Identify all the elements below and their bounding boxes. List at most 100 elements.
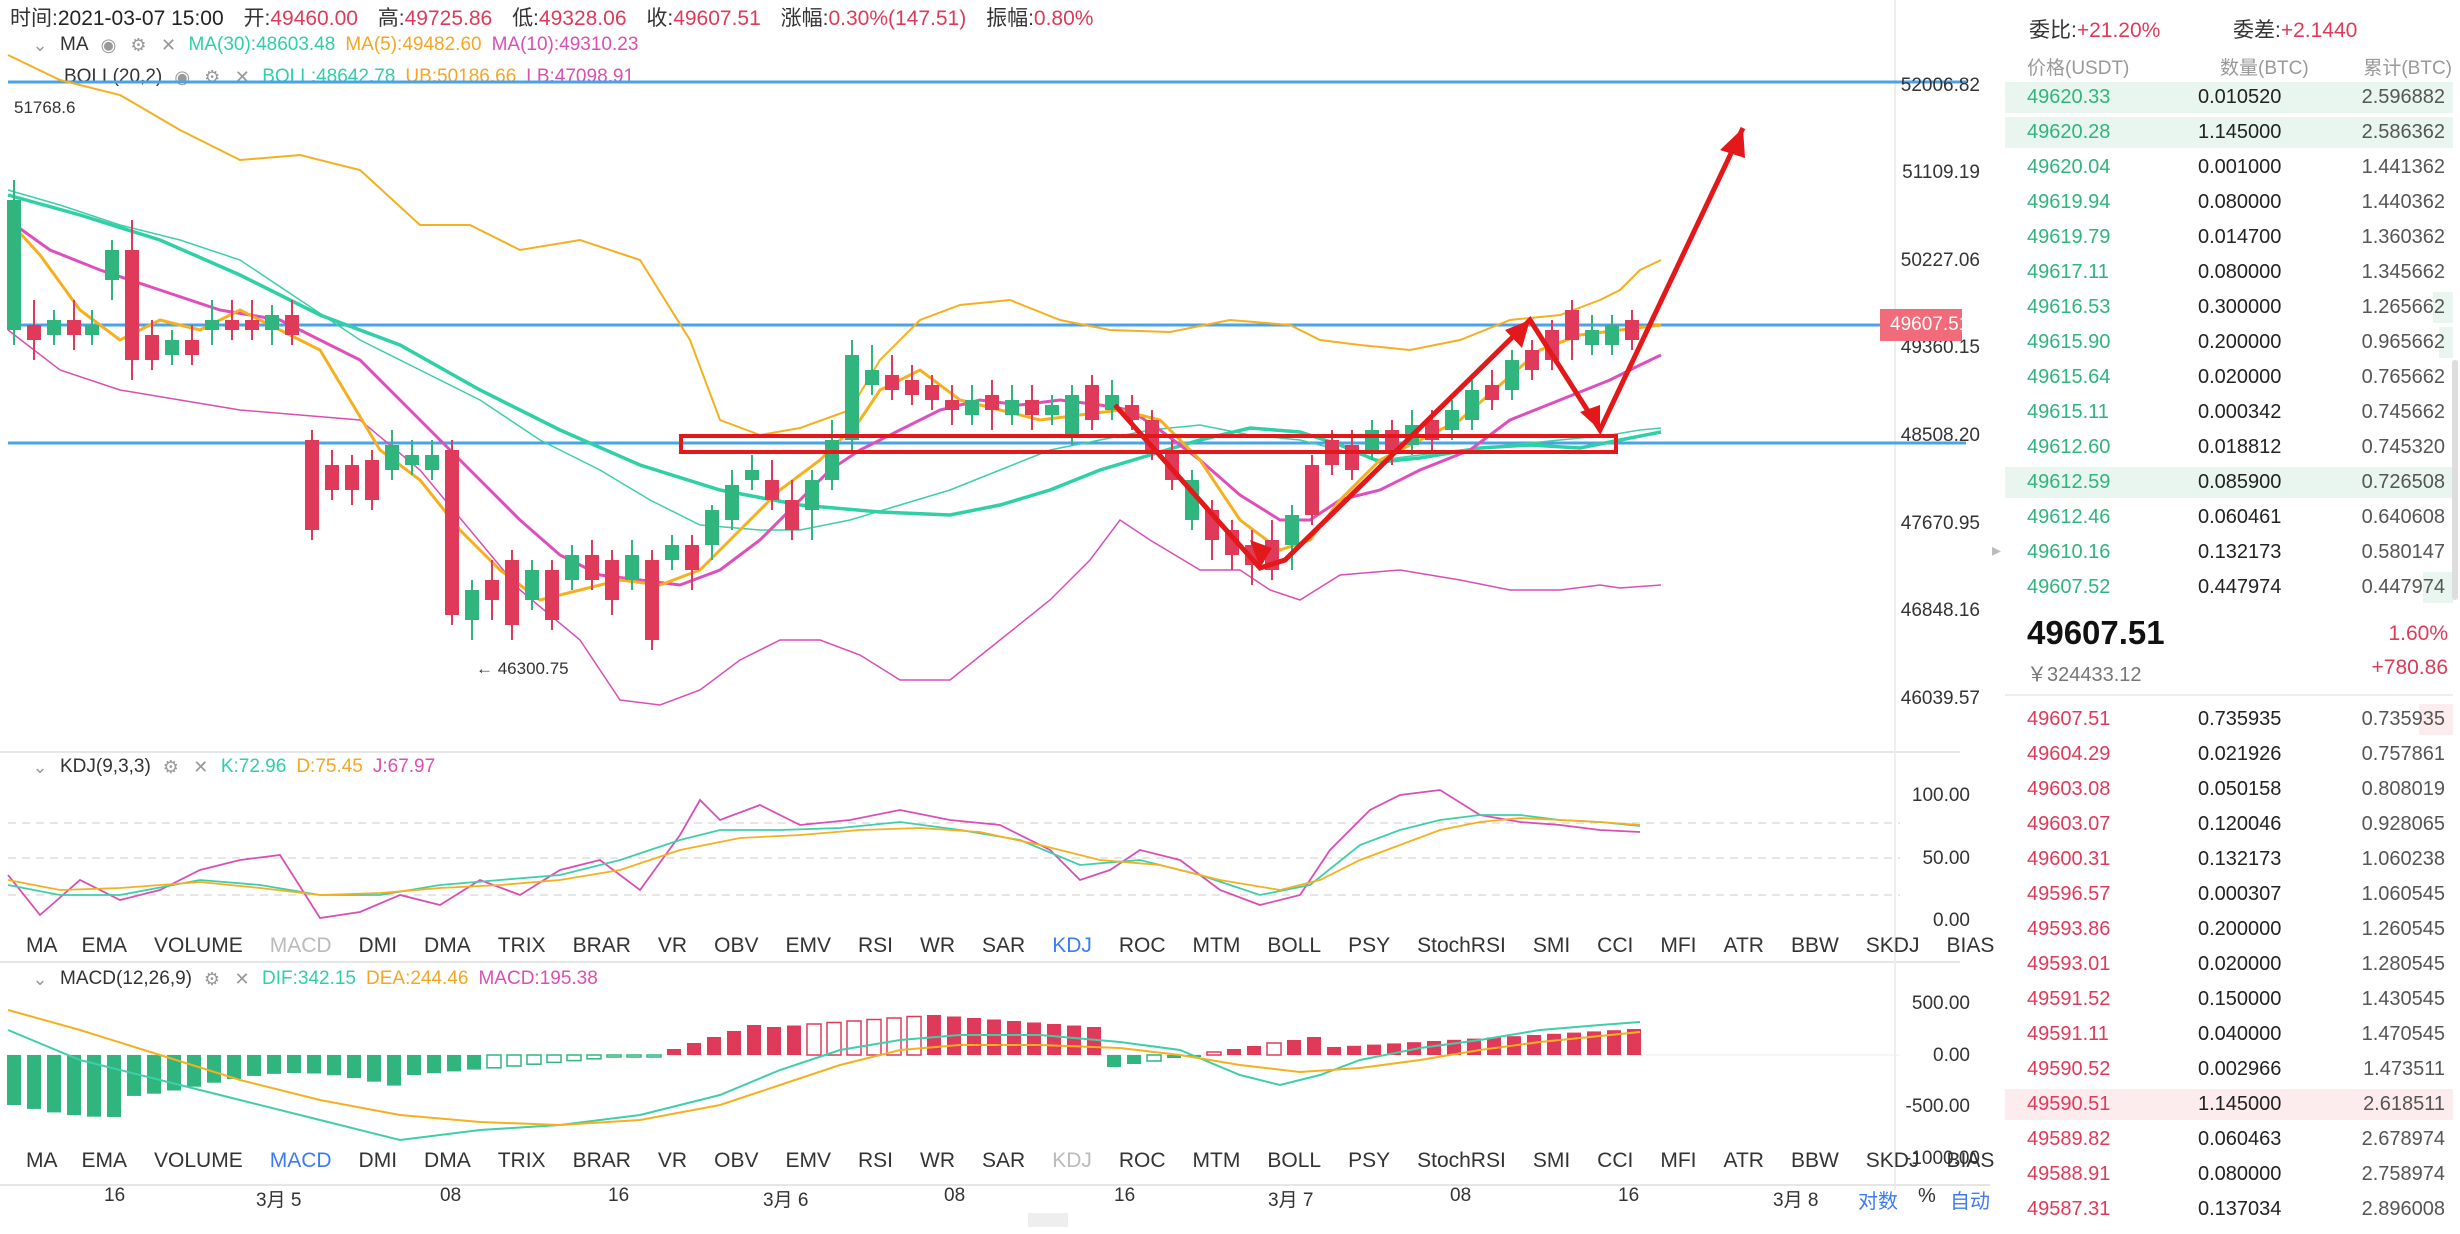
tab-roc[interactable]: ROC bbox=[1118, 1149, 1166, 1172]
ask-row[interactable]: 49607.51 0.735935 0.735935 bbox=[2005, 702, 2453, 737]
tab-atr[interactable]: ATR bbox=[1723, 934, 1764, 957]
panel-expand-icon[interactable]: ▸ bbox=[1992, 540, 2002, 560]
candle-body[interactable] bbox=[1625, 320, 1639, 340]
candle-body[interactable] bbox=[1465, 390, 1479, 420]
bid-row[interactable]: 49619.79 0.014700 1.360362 bbox=[2005, 220, 2453, 255]
tab-smi[interactable]: SMI bbox=[1532, 934, 1571, 957]
tab-vr[interactable]: VR bbox=[657, 934, 688, 957]
bid-row[interactable]: 49615.90 0.200000 0.965662 bbox=[2005, 325, 2453, 360]
collapse-chevron-icon[interactable]: ⌄ bbox=[32, 35, 48, 55]
candle-body[interactable] bbox=[625, 555, 639, 580]
candle-body[interactable] bbox=[1345, 445, 1359, 470]
bid-row[interactable]: 49612.46 0.060461 0.640608 bbox=[2005, 500, 2453, 535]
tab-volume[interactable]: VOLUME bbox=[154, 934, 243, 957]
candle-body[interactable] bbox=[665, 545, 679, 560]
tab-cci[interactable]: CCI bbox=[1597, 1149, 1634, 1172]
tab-obv[interactable]: OBV bbox=[714, 1149, 759, 1172]
candle-body[interactable] bbox=[1565, 310, 1579, 340]
bid-row[interactable]: 49619.94 0.080000 1.440362 bbox=[2005, 185, 2453, 220]
tab-wr[interactable]: WR bbox=[920, 934, 955, 957]
candle-body[interactable] bbox=[1025, 400, 1039, 415]
tab-ma[interactable]: MA bbox=[26, 1149, 58, 1172]
tab-psy[interactable]: PSY bbox=[1348, 1149, 1391, 1172]
settings-icon[interactable]: ⚙ bbox=[130, 35, 147, 55]
tab-mfi[interactable]: MFI bbox=[1660, 1149, 1697, 1172]
candle-body[interactable] bbox=[585, 555, 599, 580]
candle-body[interactable] bbox=[965, 400, 979, 415]
candle-body[interactable] bbox=[1485, 385, 1499, 400]
candle-body[interactable] bbox=[1445, 410, 1459, 430]
tab-macd[interactable]: MACD bbox=[269, 934, 332, 957]
candle-body[interactable] bbox=[1045, 405, 1059, 415]
tab-sar[interactable]: SAR bbox=[982, 934, 1026, 957]
bid-row[interactable]: 49616.53 0.300000 1.265662 bbox=[2005, 290, 2453, 325]
settings-icon[interactable]: ⚙ bbox=[203, 969, 221, 989]
tab-skdj[interactable]: SKDJ bbox=[1865, 934, 1920, 957]
ask-row[interactable]: 49603.07 0.120046 0.928065 bbox=[2005, 807, 2453, 842]
tab-dma[interactable]: DMA bbox=[424, 1149, 471, 1172]
candle-body[interactable] bbox=[365, 460, 379, 500]
ask-row[interactable]: 49604.29 0.021926 0.757861 bbox=[2005, 737, 2453, 772]
candle-body[interactable] bbox=[845, 355, 859, 440]
candle-body[interactable] bbox=[1285, 515, 1299, 545]
ask-row[interactable]: 49588.91 0.080000 2.758974 bbox=[2005, 1157, 2453, 1192]
tab-stochrsi[interactable]: StochRSI bbox=[1417, 934, 1506, 957]
percent-scale-toggle[interactable]: % bbox=[1918, 1185, 1936, 1207]
tab-wr[interactable]: WR bbox=[920, 1149, 955, 1172]
ask-row[interactable]: 49590.51 1.145000 2.618511 bbox=[2005, 1087, 2453, 1122]
tab-skdj[interactable]: SKDJ bbox=[1865, 1149, 1920, 1172]
bid-row[interactable]: 49620.04 0.001000 1.441362 bbox=[2005, 150, 2453, 185]
consolidation-box[interactable] bbox=[679, 434, 1618, 454]
candle-body[interactable] bbox=[305, 440, 319, 530]
candle-body[interactable] bbox=[145, 335, 159, 360]
tab-bias[interactable]: BIAS bbox=[1946, 934, 1995, 957]
bid-row[interactable]: 49612.59 0.085900 0.726508 bbox=[2005, 465, 2453, 500]
tab-dmi[interactable]: DMI bbox=[358, 1149, 398, 1172]
auto-scale-toggle[interactable]: 自动 bbox=[1950, 1191, 1990, 1213]
candle-body[interactable] bbox=[1505, 360, 1519, 390]
ask-row[interactable]: 49589.82 0.060463 2.678974 bbox=[2005, 1122, 2453, 1157]
candle-body[interactable] bbox=[245, 320, 259, 330]
bid-row[interactable]: 49610.16 0.132173 0.580147 bbox=[2005, 535, 2453, 570]
tab-vr[interactable]: VR bbox=[657, 1149, 688, 1172]
candle-body[interactable] bbox=[1005, 400, 1019, 415]
candle-body[interactable] bbox=[1305, 465, 1319, 515]
tab-trix[interactable]: TRIX bbox=[497, 1149, 546, 1172]
ask-row[interactable]: 49590.52 0.002966 1.473511 bbox=[2005, 1052, 2453, 1087]
candle-body[interactable] bbox=[905, 380, 919, 395]
tab-trix[interactable]: TRIX bbox=[497, 934, 546, 957]
tab-rsi[interactable]: RSI bbox=[857, 1149, 893, 1172]
close-icon[interactable]: ✕ bbox=[234, 969, 250, 989]
collapse-chevron-icon[interactable]: ⌄ bbox=[32, 757, 48, 777]
candle-body[interactable] bbox=[805, 480, 819, 510]
candle-body[interactable] bbox=[1525, 350, 1539, 370]
bid-row[interactable]: 49620.33 0.010520 2.596882 bbox=[2005, 80, 2453, 115]
collapse-chevron-icon[interactable]: ⌄ bbox=[32, 969, 48, 989]
tab-dmi[interactable]: DMI bbox=[358, 934, 398, 957]
bid-row[interactable]: 49617.11 0.080000 1.345662 bbox=[2005, 255, 2453, 290]
candle-body[interactable] bbox=[185, 340, 199, 355]
orderbook-scrollbar[interactable] bbox=[2452, 360, 2458, 600]
candle-body[interactable] bbox=[425, 455, 439, 470]
tab-mfi[interactable]: MFI bbox=[1660, 934, 1697, 957]
tab-ema[interactable]: EMA bbox=[81, 1149, 128, 1172]
candle-body[interactable] bbox=[265, 315, 279, 330]
tab-volume[interactable]: VOLUME bbox=[154, 1149, 243, 1172]
close-icon[interactable]: ✕ bbox=[193, 757, 209, 777]
tab-bbw[interactable]: BBW bbox=[1790, 934, 1839, 957]
eye-icon[interactable]: ◉ bbox=[100, 35, 117, 55]
candle-body[interactable] bbox=[7, 200, 21, 330]
candle-body[interactable] bbox=[1085, 385, 1099, 420]
tab-obv[interactable]: OBV bbox=[714, 934, 759, 957]
tab-bias[interactable]: BIAS bbox=[1946, 1149, 1995, 1172]
candle-body[interactable] bbox=[105, 250, 119, 280]
tab-psy[interactable]: PSY bbox=[1348, 934, 1391, 957]
candle-body[interactable] bbox=[47, 320, 61, 335]
candle-body[interactable] bbox=[1585, 330, 1599, 345]
bid-row[interactable]: 49607.52 0.447974 0.447974 bbox=[2005, 570, 2453, 605]
tab-brar[interactable]: BRAR bbox=[572, 1149, 631, 1172]
ask-row[interactable]: 49593.01 0.020000 1.280545 bbox=[2005, 947, 2453, 982]
candle-body[interactable] bbox=[685, 545, 699, 570]
tab-kdj[interactable]: KDJ bbox=[1052, 1149, 1092, 1172]
tab-mtm[interactable]: MTM bbox=[1192, 934, 1241, 957]
